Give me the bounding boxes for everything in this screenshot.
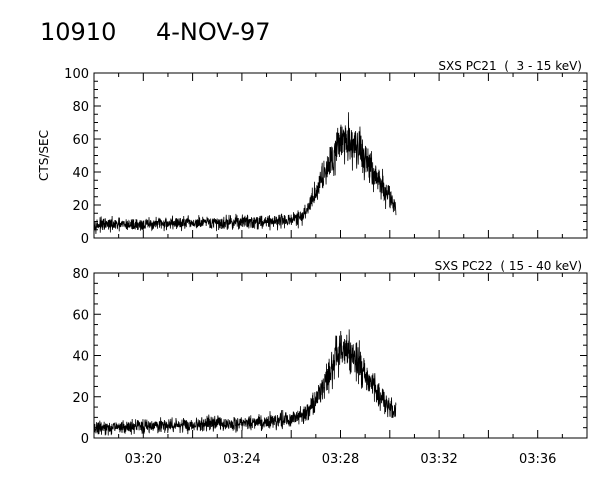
x-tick-label: 03:36 <box>519 452 556 467</box>
x-tick-label: 03:24 <box>223 452 260 467</box>
observation-date: 4-NOV-97 <box>156 18 271 46</box>
y-tick-label: 80 <box>72 100 89 115</box>
panel-pc21: SXS PC21 ( 3 - 15 keV) CTS/SEC 0 20 40 60 80 10… <box>37 59 588 247</box>
y-tick-label: 100 <box>64 67 89 82</box>
y-tick-label: 80 <box>72 267 89 282</box>
count-rate-series <box>93 112 397 234</box>
plot-frame <box>93 72 588 239</box>
y-tick-label: 40 <box>72 350 89 365</box>
x-tick-label: 03:20 <box>125 452 162 467</box>
panel-title: SXS PC22 ( 15 - 40 keV) <box>435 259 582 273</box>
x-tick-label: 03:28 <box>322 452 359 467</box>
panel-title: SXS PC21 ( 3 - 15 keV) <box>438 59 582 73</box>
y-tick-label: 20 <box>72 199 89 214</box>
count-rate-series <box>93 329 397 436</box>
y-tick-label: 60 <box>72 133 89 148</box>
y-axis-label: CTS/SEC <box>37 130 51 181</box>
y-tick-label: 0 <box>81 432 89 447</box>
y-tick-label: 20 <box>72 391 89 406</box>
y-tick-label: 60 <box>72 308 89 323</box>
plot-frame <box>93 272 588 439</box>
observation-id: 10910 <box>40 18 116 46</box>
y-tick-label: 0 <box>81 232 89 247</box>
panel-pc22: SXS PC22 ( 15 - 40 keV) 0 20 40 60 80 03:20 03:… <box>72 259 588 467</box>
x-tick-label: 03:32 <box>420 452 457 467</box>
y-tick-label: 40 <box>72 166 89 181</box>
